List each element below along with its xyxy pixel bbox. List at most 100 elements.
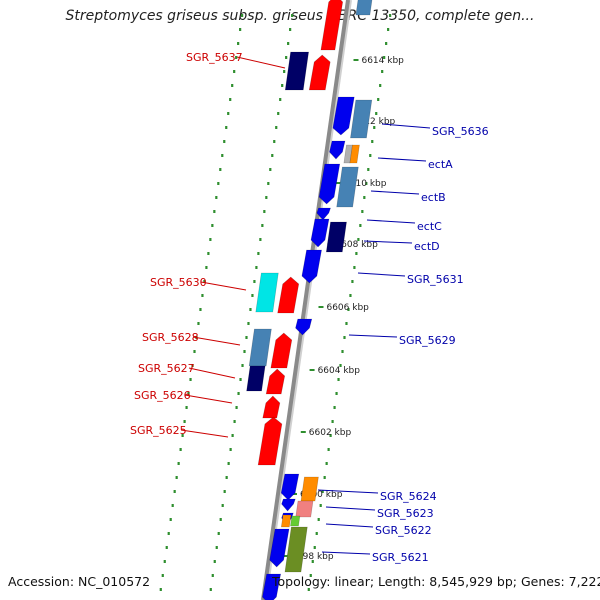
- track-dot: [211, 224, 214, 227]
- track-dot: [267, 182, 270, 185]
- gene-label-right[interactable]: SGR_5629: [399, 334, 456, 347]
- kbp-tick-mark: [336, 182, 342, 184]
- gene-feature[interactable]: [295, 500, 314, 518]
- track-dot: [287, 42, 290, 45]
- track-dot: [215, 546, 218, 549]
- gene-feature[interactable]: [277, 276, 300, 314]
- track-dot: [349, 294, 352, 297]
- gene-feature[interactable]: [265, 368, 286, 395]
- track-dot: [159, 588, 162, 591]
- gene-feature[interactable]: [269, 528, 290, 568]
- track-dot: [311, 560, 314, 563]
- gene-label-right[interactable]: SGR_5631: [407, 273, 464, 286]
- gene-feature[interactable]: [262, 573, 282, 600]
- track-dot: [209, 588, 212, 591]
- kbp-tick-label: 6614 kbp: [361, 56, 404, 66]
- gene-feature[interactable]: [270, 332, 293, 369]
- gene-feature[interactable]: [255, 272, 279, 313]
- gene-feature[interactable]: [308, 54, 331, 91]
- gene-feature[interactable]: [300, 476, 319, 502]
- track-dot: [213, 210, 216, 213]
- gene-feature[interactable]: [350, 99, 373, 139]
- gene-feature[interactable]: [290, 515, 301, 527]
- gene-feature[interactable]: [355, 0, 373, 16]
- track-dot: [173, 490, 176, 493]
- gene-label-left[interactable]: SGR_5625: [130, 424, 187, 437]
- label-leader-line: [381, 123, 431, 129]
- gene-label-right[interactable]: ectB: [421, 191, 446, 204]
- map-title: Streptomyces griseus subsp. griseus NBRC…: [65, 8, 535, 24]
- gene-label-right[interactable]: SGR_5623: [377, 507, 434, 520]
- kbp-tick-mark: [300, 431, 306, 433]
- track-dot: [359, 224, 362, 227]
- gene-label-left[interactable]: SGR_5637: [186, 51, 243, 64]
- kbp-tick-mark: [283, 555, 289, 557]
- label-leader-line: [321, 551, 371, 555]
- gene-feature[interactable]: [318, 163, 341, 205]
- gene-feature[interactable]: [284, 526, 308, 573]
- track-dot: [343, 336, 346, 339]
- gene-label-left[interactable]: SGR_5630: [150, 276, 207, 289]
- track-dot: [219, 518, 222, 521]
- gene-feature[interactable]: [325, 221, 347, 253]
- track-dot: [241, 364, 244, 367]
- label-leader-line: [357, 272, 406, 277]
- gene-label-left[interactable]: SGR_5627: [138, 362, 195, 375]
- kbp-tick-label: 6608 kbp: [335, 240, 378, 250]
- gene-feature[interactable]: [329, 140, 346, 160]
- gene-label-left[interactable]: SGR_5628: [142, 331, 199, 344]
- track-dot: [325, 462, 328, 465]
- gene-feature[interactable]: [316, 207, 331, 221]
- gene-feature[interactable]: [301, 249, 322, 284]
- gene-feature[interactable]: [257, 416, 283, 466]
- track-dot: [165, 546, 168, 549]
- gene-feature[interactable]: [310, 218, 330, 248]
- gene-feature[interactable]: [248, 328, 272, 367]
- track-dot: [321, 490, 324, 493]
- gene-feature[interactable]: [246, 365, 266, 392]
- track-dot: [221, 154, 224, 157]
- gene-label-right[interactable]: SGR_5622: [375, 524, 432, 537]
- track-dot: [327, 448, 330, 451]
- gene-label-right[interactable]: SGR_5636: [432, 125, 489, 138]
- track-dot: [339, 364, 342, 367]
- gene-label-right[interactable]: ectD: [414, 240, 440, 253]
- gene-feature[interactable]: [281, 498, 296, 512]
- gene-label-right[interactable]: SGR_5624: [380, 490, 437, 503]
- label-leader-line: [200, 281, 247, 291]
- gene-feature[interactable]: [280, 514, 292, 528]
- kbp-tick-mark: [309, 369, 315, 371]
- track-dot: [231, 84, 234, 87]
- track-dot: [229, 448, 232, 451]
- track-dot: [269, 168, 272, 171]
- gene-feature[interactable]: [284, 51, 309, 91]
- gene-feature[interactable]: [262, 395, 281, 419]
- track-dot: [361, 210, 364, 213]
- track-dot: [207, 252, 210, 255]
- gene-feature[interactable]: [332, 96, 355, 136]
- track-dot: [291, 14, 294, 17]
- track-dot: [235, 56, 238, 59]
- track-dot: [171, 504, 174, 507]
- gene-label-left[interactable]: SGR_5626: [134, 389, 191, 402]
- label-leader-line: [366, 219, 416, 224]
- gene-feature[interactable]: [336, 166, 359, 208]
- track-dot: [205, 266, 208, 269]
- track-dot: [223, 140, 226, 143]
- gene-label-right[interactable]: ectC: [417, 220, 442, 233]
- gene-feature[interactable]: [280, 473, 300, 501]
- gene-feature[interactable]: [349, 144, 360, 164]
- kbp-tick-label: 6598 kbp: [291, 552, 334, 562]
- gene-label-right[interactable]: SGR_5621: [372, 551, 429, 564]
- track-dot: [217, 532, 220, 535]
- gene-feature[interactable]: [295, 318, 313, 336]
- gene-feature[interactable]: [320, 0, 344, 51]
- genome-stats-text: Topology: linear; Length: 8,545,929 bp; …: [272, 574, 600, 589]
- track-dot: [221, 504, 224, 507]
- track-dot: [365, 182, 368, 185]
- track-dot: [313, 546, 316, 549]
- gene-label-right[interactable]: ectA: [428, 158, 453, 171]
- label-leader-line: [325, 523, 374, 528]
- track-dot: [233, 70, 236, 73]
